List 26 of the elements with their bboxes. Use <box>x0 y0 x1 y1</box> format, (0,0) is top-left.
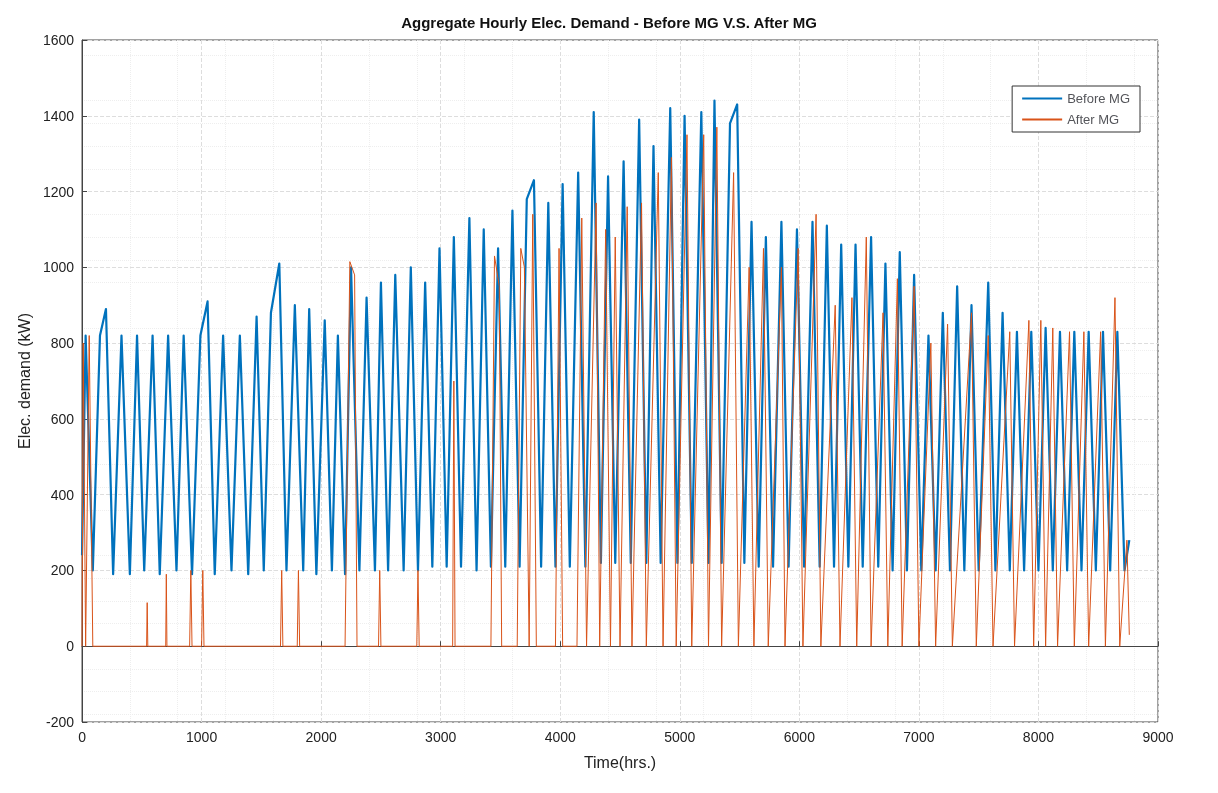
x-axis-title: Time(hrs.) <box>583 753 657 771</box>
y-tick-label: 600 <box>50 410 75 427</box>
legend-label: After MG <box>1067 112 1120 127</box>
y-tick-label: 400 <box>50 486 75 503</box>
x-tick-label: 0 <box>78 729 87 745</box>
x-tick-label: 5000 <box>664 729 696 745</box>
legend-label: Before MG <box>1067 91 1130 106</box>
chart-title: Aggregate Hourly Elec. Demand - Before MG V.S. After MG <box>401 14 817 31</box>
x-tick-label: 1000 <box>186 729 218 745</box>
y-tick-label: -200 <box>46 714 75 730</box>
x-tick-label: 6000 <box>783 729 816 745</box>
y-tick-label: 1400 <box>42 107 75 124</box>
y-tick-label: 800 <box>50 335 75 352</box>
y-tick-label: 1200 <box>42 183 75 200</box>
x-tick-label: 3000 <box>425 729 457 745</box>
y-tick-label: 0 <box>66 638 75 655</box>
x-tick-label: 9000 <box>1142 729 1174 745</box>
y-tick-label: 200 <box>50 562 75 579</box>
y-tick-label: 1000 <box>42 259 75 276</box>
x-tick-label: 8000 <box>1022 729 1055 745</box>
x-tick-label: 7000 <box>903 729 935 745</box>
x-tick-label: 2000 <box>305 729 337 745</box>
y-tick-label: 1600 <box>42 32 75 48</box>
y-axis-title: Elec. demand (kW) <box>15 312 33 450</box>
line-series <box>81 126 1130 647</box>
x-tick-label: 4000 <box>544 729 577 745</box>
